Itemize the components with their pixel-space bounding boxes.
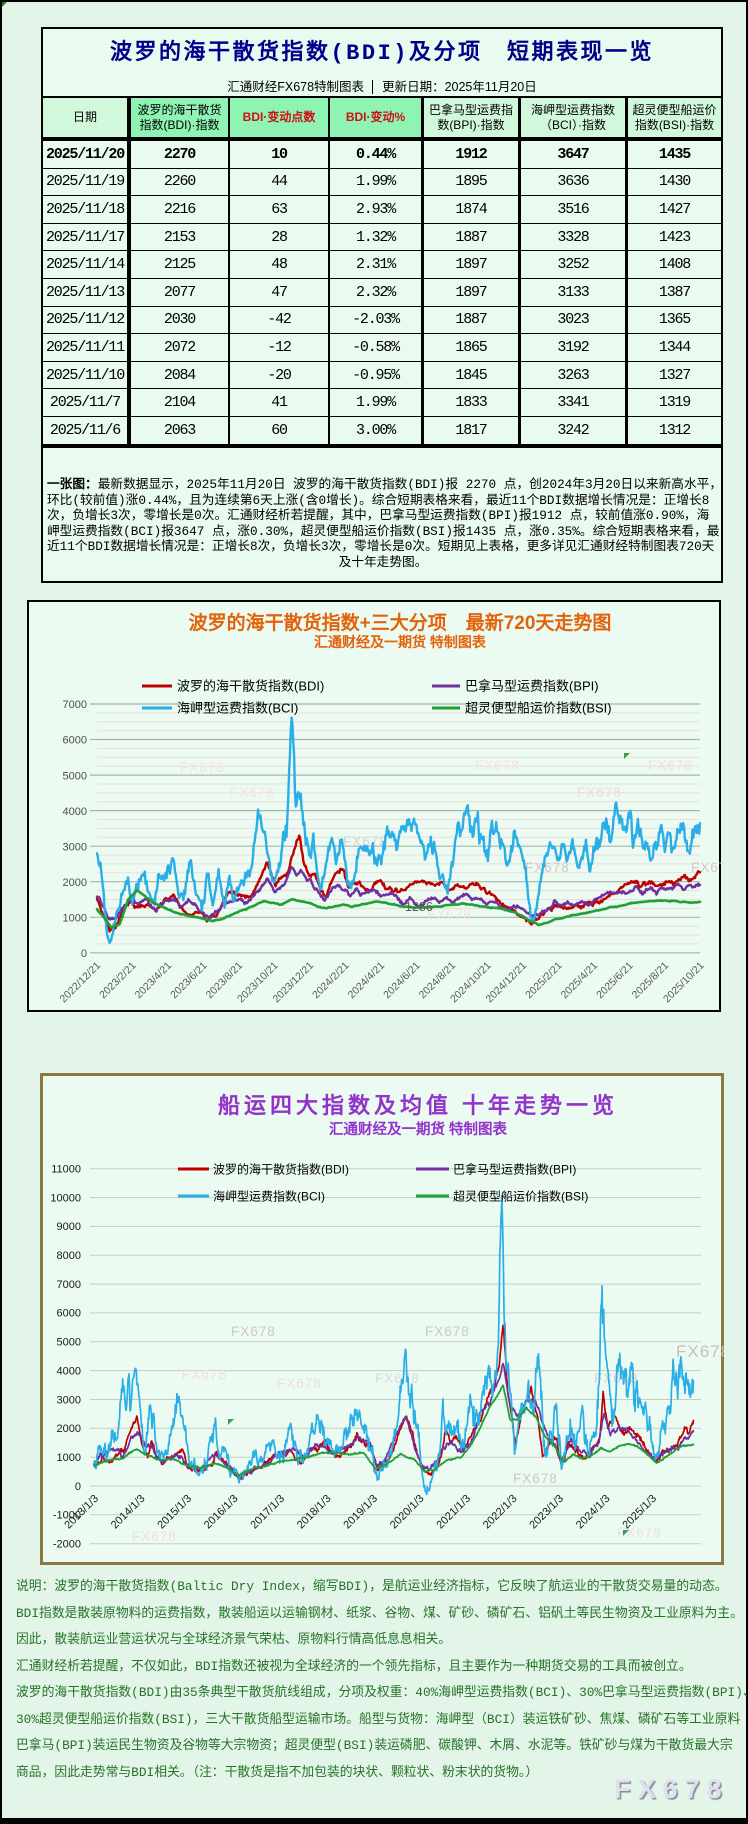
svg-text:船运四大指数及均值 十年走势一览: 船运四大指数及均值 十年走势一览 xyxy=(218,1093,618,1118)
svg-text:FX678: FX678 xyxy=(691,860,721,875)
svg-text:2021/1/3: 2021/1/3 xyxy=(434,1493,473,1532)
svg-text:超灵便型船运价指数(BSI): 超灵便型船运价指数(BSI) xyxy=(465,701,612,716)
svg-text:1000: 1000 xyxy=(57,1452,81,1464)
svg-text:9000: 9000 xyxy=(57,1221,81,1233)
svg-text:FX678: FX678 xyxy=(231,1324,276,1339)
svg-text:1286: 1286 xyxy=(405,900,433,914)
svg-text:2024/2/21: 2024/2/21 xyxy=(310,960,352,1002)
svg-text:6000: 6000 xyxy=(57,1308,81,1320)
svg-text:2018/1/3: 2018/1/3 xyxy=(295,1493,334,1532)
svg-text:FX678: FX678 xyxy=(617,1525,662,1540)
svg-text:汇通财经及一期货 特制图表: 汇通财经及一期货 特制图表 xyxy=(314,634,487,650)
svg-text:2015/1/3: 2015/1/3 xyxy=(155,1493,194,1532)
svg-text:2025/2/21: 2025/2/21 xyxy=(523,960,565,1002)
svg-text:巴拿马型运费指数(BPI): 巴拿马型运费指数(BPI) xyxy=(453,1162,576,1177)
svg-text:-1000: -1000 xyxy=(53,1510,81,1522)
svg-text:FX678: FX678 xyxy=(525,860,570,875)
svg-text:FX678: FX678 xyxy=(427,907,472,922)
svg-text:4000: 4000 xyxy=(57,1365,81,1377)
svg-text:FX678: FX678 xyxy=(676,1342,724,1361)
svg-text:海岬型运费指数(BCI): 海岬型运费指数(BCI) xyxy=(213,1189,325,1204)
svg-text:4000: 4000 xyxy=(63,806,87,818)
svg-text:波罗的海干散货指数(BDI): 波罗的海干散货指数(BDI) xyxy=(213,1162,349,1177)
svg-text:2000: 2000 xyxy=(63,877,87,889)
svg-text:FX678: FX678 xyxy=(577,785,622,800)
svg-text:2000: 2000 xyxy=(57,1423,81,1435)
svg-text:2025/6/21: 2025/6/21 xyxy=(594,960,636,1002)
svg-text:2024/1/3: 2024/1/3 xyxy=(574,1493,613,1532)
svg-text:汇通财经及一期货 特制图表: 汇通财经及一期货 特制图表 xyxy=(329,1120,508,1138)
svg-text:2023/4/21: 2023/4/21 xyxy=(133,960,175,1002)
svg-text:0: 0 xyxy=(81,948,87,960)
svg-text:波罗的海干散货指数+三大分项 最新720天走势图: 波罗的海干散货指数+三大分项 最新720天走势图 xyxy=(189,611,612,634)
svg-text:2024/4/21: 2024/4/21 xyxy=(346,960,388,1002)
svg-text:0: 0 xyxy=(75,1481,81,1493)
svg-text:6000: 6000 xyxy=(63,735,87,747)
svg-text:波罗的海干散货指数(BDI): 波罗的海干散货指数(BDI) xyxy=(177,679,324,694)
svg-text:-2000: -2000 xyxy=(53,1539,81,1551)
svg-text:2022/12/21: 2022/12/21 xyxy=(57,960,103,1006)
svg-text:3000: 3000 xyxy=(63,841,87,853)
svg-text:FX678: FX678 xyxy=(180,760,225,775)
svg-text:2023/2/21: 2023/2/21 xyxy=(97,960,139,1002)
svg-text:巴拿马型运费指数(BPI): 巴拿马型运费指数(BPI) xyxy=(465,679,599,694)
svg-text:11000: 11000 xyxy=(51,1164,81,1176)
svg-text:10000: 10000 xyxy=(50,1192,81,1204)
svg-text:FX678: FX678 xyxy=(230,785,275,800)
svg-text:3000: 3000 xyxy=(57,1394,81,1406)
svg-text:超灵便型船运价指数(BSI): 超灵便型船运价指数(BSI) xyxy=(453,1189,588,1204)
svg-text:2023/6/21: 2023/6/21 xyxy=(168,960,210,1002)
svg-text:FX678: FX678 xyxy=(375,1371,420,1386)
svg-text:FX678: FX678 xyxy=(343,834,388,849)
svg-text:2025/4/21: 2025/4/21 xyxy=(559,960,601,1002)
svg-text:2023/1/3: 2023/1/3 xyxy=(527,1493,566,1532)
svg-text:7000: 7000 xyxy=(57,1279,81,1291)
svg-text:FX678: FX678 xyxy=(132,1529,177,1544)
svg-text:2020/1/3: 2020/1/3 xyxy=(388,1493,427,1532)
svg-text:5000: 5000 xyxy=(57,1337,81,1349)
svg-text:2019/1/3: 2019/1/3 xyxy=(341,1493,380,1532)
svg-text:2016/1/3: 2016/1/3 xyxy=(202,1493,241,1532)
svg-text:5000: 5000 xyxy=(63,770,87,782)
svg-text:FX678: FX678 xyxy=(182,1367,227,1382)
svg-text:2014/1/3: 2014/1/3 xyxy=(109,1493,148,1532)
svg-text:FX678: FX678 xyxy=(513,1471,558,1486)
svg-text:FX678: FX678 xyxy=(648,758,693,773)
svg-text:2017/1/3: 2017/1/3 xyxy=(248,1493,287,1532)
svg-text:2024/6/21: 2024/6/21 xyxy=(381,960,423,1002)
svg-text:FX678: FX678 xyxy=(425,1324,470,1339)
svg-text:1000: 1000 xyxy=(63,913,87,925)
svg-text:FX678: FX678 xyxy=(277,1376,322,1391)
svg-text:7000: 7000 xyxy=(63,699,87,711)
svg-text:8000: 8000 xyxy=(57,1250,81,1262)
svg-text:2022/1/3: 2022/1/3 xyxy=(481,1493,520,1532)
svg-text:海岬型运费指数(BCI): 海岬型运费指数(BCI) xyxy=(177,701,298,716)
svg-text:FX678: FX678 xyxy=(475,758,520,773)
